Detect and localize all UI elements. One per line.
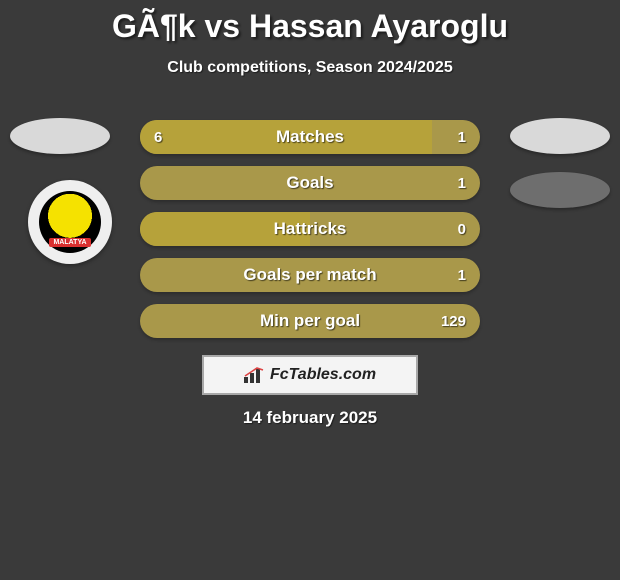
player2-placeholder-top <box>510 118 610 154</box>
bar-chart-icon <box>244 367 264 383</box>
bar-value-right: 0 <box>458 212 466 246</box>
compare-row: Goals per match1 <box>140 258 480 292</box>
club-crest-icon: MALATYA <box>39 191 101 253</box>
bar-stat-label: Matches <box>140 120 480 154</box>
player2-placeholder-mid <box>510 172 610 208</box>
fctables-logo[interactable]: FcTables.com <box>202 355 418 395</box>
compare-row: Matches6 1 <box>140 120 480 154</box>
compare-row: Hattricks0 <box>140 212 480 246</box>
bar-value-left: 6 <box>154 120 162 154</box>
club-name-label: MALATYA <box>49 238 90 247</box>
date-line: 14 february 2025 <box>0 408 620 428</box>
page-subtitle: Club competitions, Season 2024/2025 <box>0 59 620 77</box>
bar-value-right: 1 <box>458 120 466 154</box>
comparison-bars: Matches61Goals1Hattricks0Goals per match… <box>140 120 480 350</box>
bar-stat-label: Hattricks <box>140 212 480 246</box>
player1-club-badge: MALATYA <box>28 180 112 264</box>
page-title: GÃ¶k vs Hassan Ayaroglu <box>0 0 620 45</box>
bar-value-right: 1 <box>458 166 466 200</box>
compare-row: Min per goal129 <box>140 304 480 338</box>
bar-stat-label: Min per goal <box>140 304 480 338</box>
compare-row: Goals1 <box>140 166 480 200</box>
bar-value-right: 129 <box>441 304 466 338</box>
fctables-logo-text: FcTables.com <box>270 366 376 384</box>
bar-stat-label: Goals per match <box>140 258 480 292</box>
bar-value-right: 1 <box>458 258 466 292</box>
player1-placeholder-top <box>10 118 110 154</box>
bar-stat-label: Goals <box>140 166 480 200</box>
